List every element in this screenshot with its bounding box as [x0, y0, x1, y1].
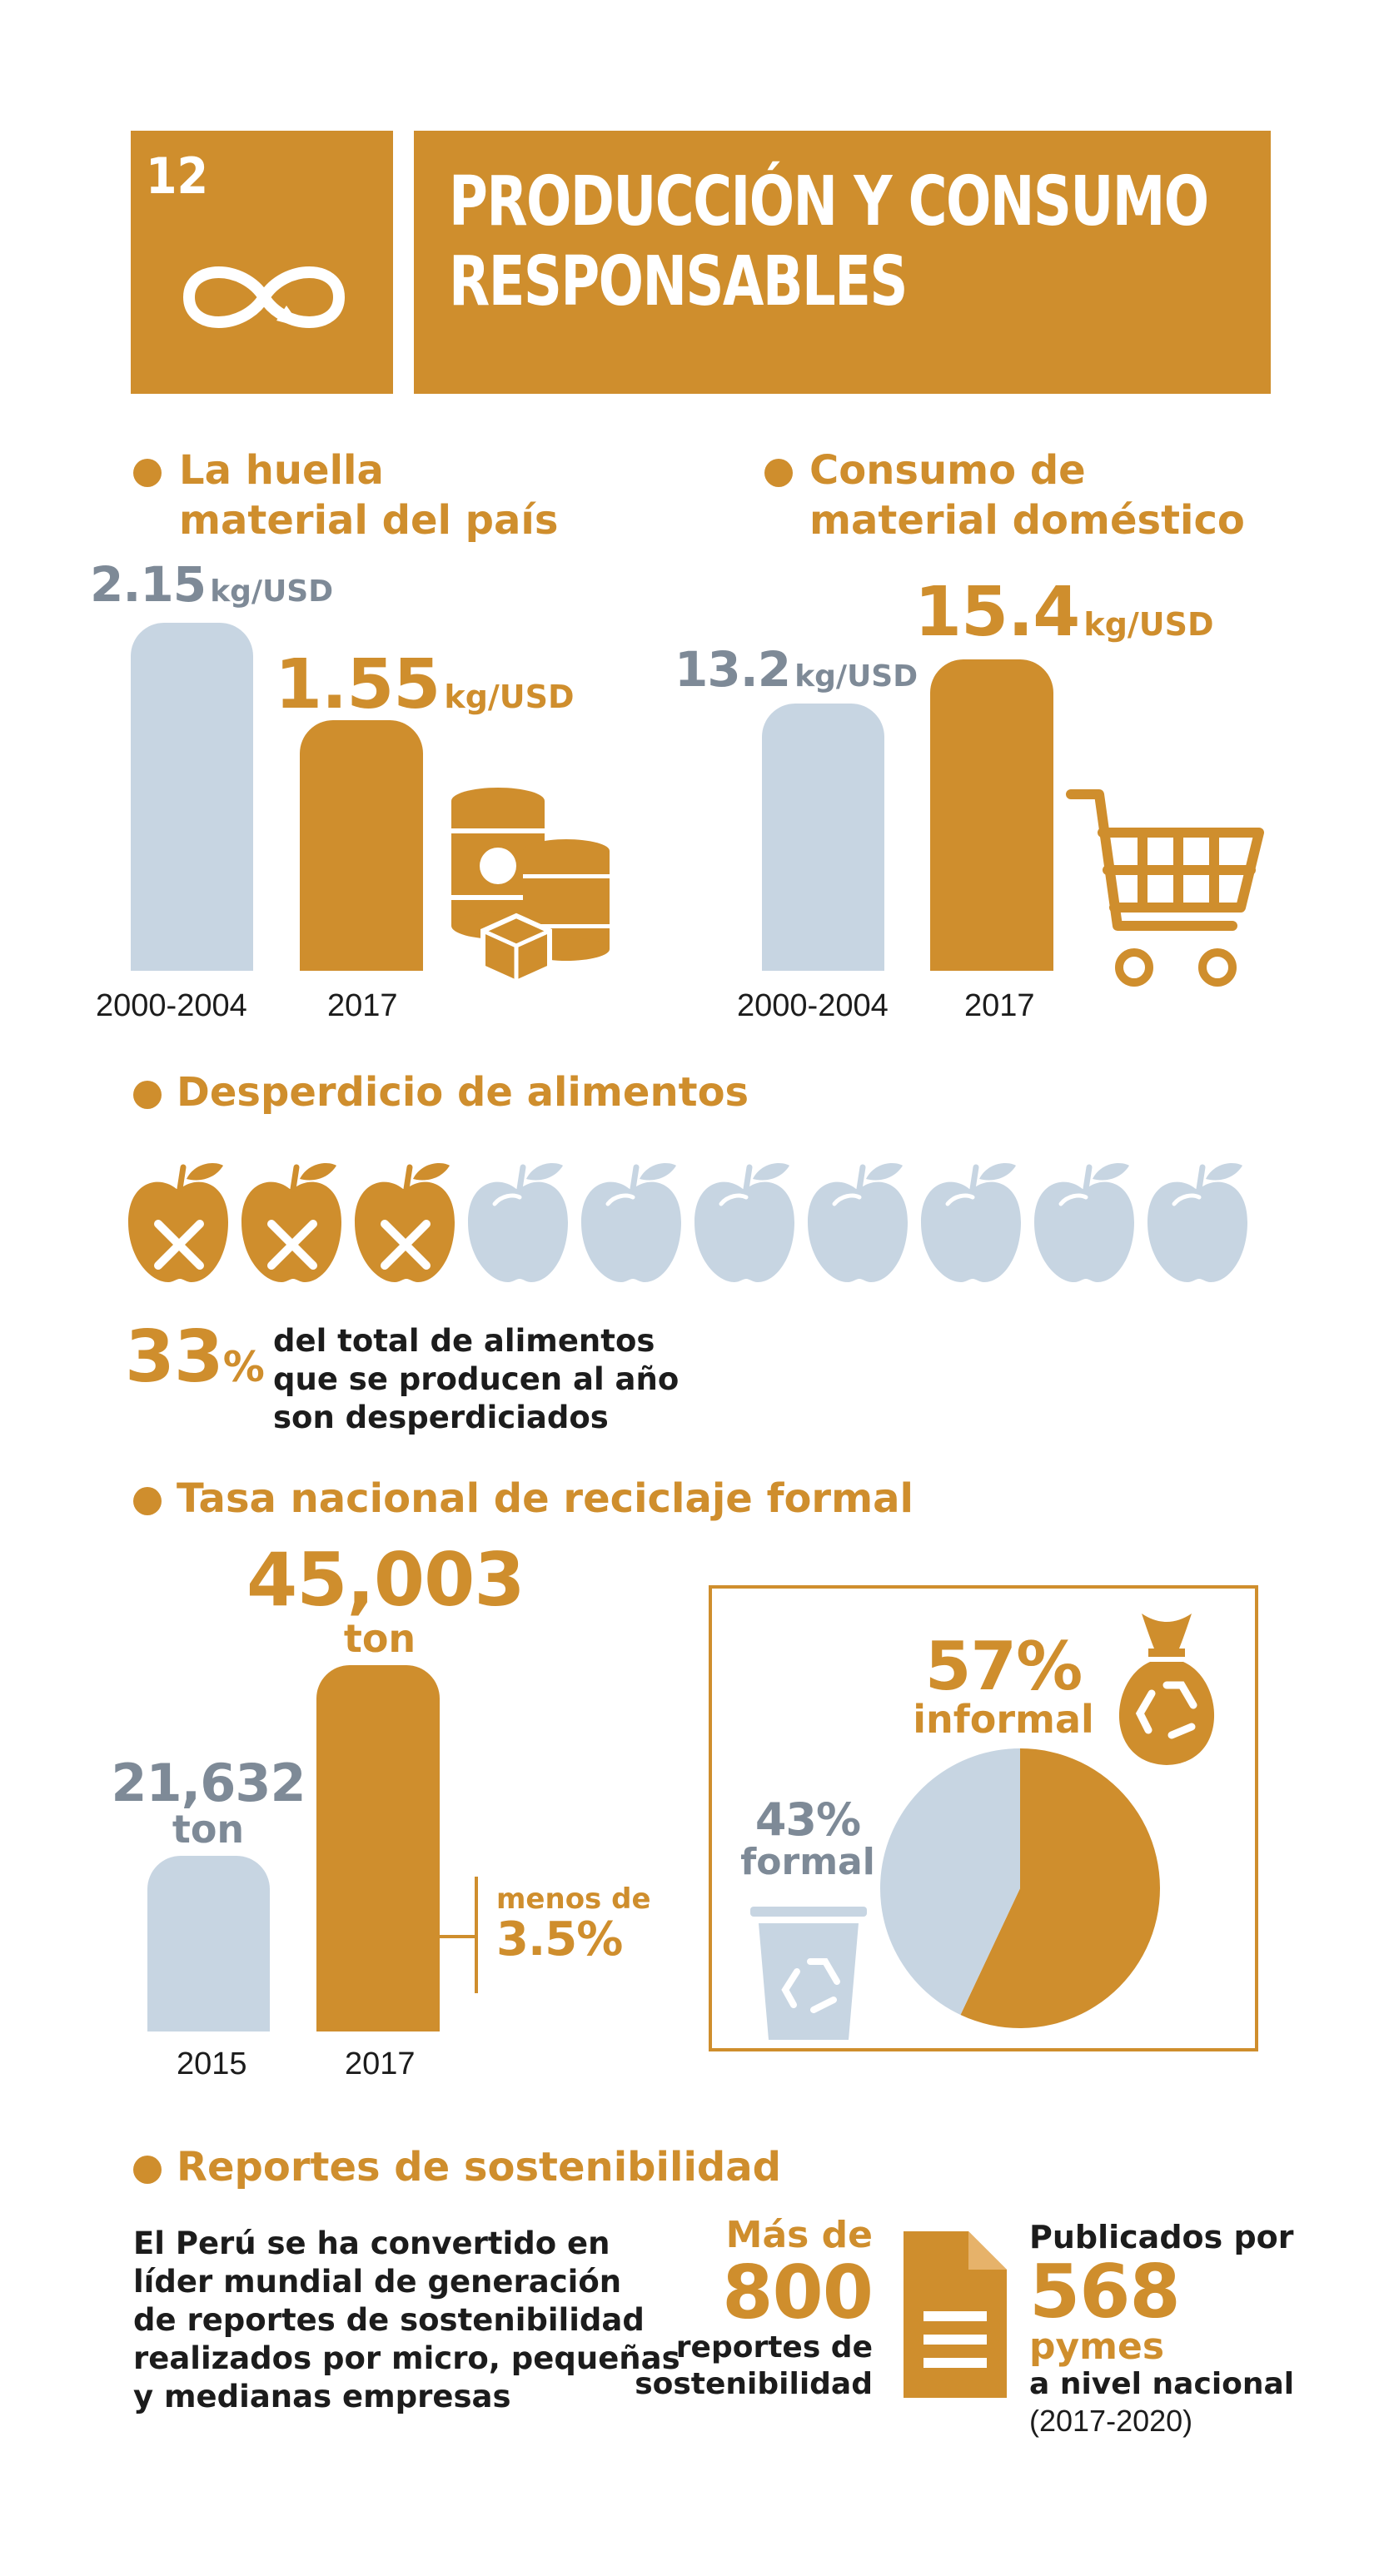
x-label-2017: 2017	[327, 988, 398, 1023]
section-bullet	[764, 459, 793, 487]
recycling-bag-icon	[1118, 1614, 1215, 1765]
page-title-line1: PRODUCCIÓN Y CONSUMO	[449, 162, 1209, 241]
section-title-reciclaje: Tasa nacional de reciclaje formal	[177, 1475, 914, 1522]
bar-2000-2004-consumo	[762, 704, 884, 971]
formal-informal-panel: 57% informal 43% formal	[709, 1585, 1258, 2051]
shopping-cart-icon	[1066, 789, 1264, 987]
apple-icon	[468, 1163, 568, 1282]
section-title-desperdicio: Desperdicio de alimentos	[177, 1069, 749, 1116]
goal-number-box: 12	[131, 131, 393, 394]
x-label-2000: 2000-2004	[96, 988, 247, 1023]
reports-description: El Perú se ha convertido en líder mundia…	[133, 2225, 680, 2414]
wasted-apple-icon	[355, 1163, 455, 1282]
x-label-2017-consumo: 2017	[964, 988, 1035, 1023]
section-title-huella: La huella material del país	[179, 447, 559, 544]
bar-value-2000-consumo: 13.2 kg/USD	[675, 641, 918, 698]
connector-bracket	[475, 1877, 478, 1993]
x-label-2000-consumo: 2000-2004	[737, 988, 889, 1023]
bar-2017	[300, 720, 423, 971]
bar-value-2017: 1.55 kg/USD	[275, 645, 575, 724]
barrels-boxes-icon	[451, 788, 610, 982]
document-icon	[904, 2231, 1007, 2398]
pie-slice-informal	[960, 1748, 1160, 2028]
informal-label: 57% informal	[913, 1628, 1094, 1742]
bar-2015-reciclaje	[147, 1856, 270, 2031]
bar-2017-reciclaje	[316, 1665, 440, 2031]
bar-value-2015-reciclaje: 21,632 ton	[111, 1753, 306, 1852]
reports-count-block: Más de 800 reportes de sostenibilidad	[635, 2214, 874, 2402]
section-title-reportes: Reportes de sostenibilidad	[177, 2144, 781, 2191]
pymes-block: Publicados por 568 pymes a nivel naciona…	[1029, 2219, 1295, 2438]
apple-row	[128, 1163, 1247, 1282]
wasted-apple-icon	[128, 1163, 228, 1282]
x-label-2017-reciclaje: 2017	[345, 2046, 416, 2081]
section-title-consumo: Consumo de material doméstico	[809, 447, 1245, 544]
waste-description: del total de alimentos que se producen a…	[273, 1323, 680, 1435]
bar-2000-2004	[131, 623, 253, 971]
apple-icon	[1147, 1163, 1247, 1282]
apple-icon	[921, 1163, 1021, 1282]
pie-chart	[880, 1748, 1160, 2028]
apple-icon	[808, 1163, 908, 1282]
wasted-apple-icon	[241, 1163, 341, 1282]
apple-icon	[694, 1163, 794, 1282]
connector-line	[440, 1935, 476, 1938]
section-bullet	[133, 1487, 162, 1515]
section-bullet	[133, 1081, 162, 1109]
x-label-2015: 2015	[177, 2046, 247, 2081]
bar-2017-consumo	[930, 659, 1053, 971]
infinity-arrow-icon	[182, 266, 346, 328]
page-title-line2: RESPONSABLES	[449, 242, 908, 321]
section-bullet	[133, 459, 162, 487]
pie-slice-formal	[880, 1748, 1020, 2016]
apple-icon	[1034, 1163, 1134, 1282]
section-bullet	[133, 2156, 162, 2184]
goal-number: 12	[146, 147, 209, 206]
apple-icon	[581, 1163, 681, 1282]
bar-value-2017-consumo: 15.4 kg/USD	[914, 573, 1214, 652]
bar-value-2000: 2.15 kg/USD	[90, 556, 334, 613]
formal-label: 43% formal	[740, 1793, 875, 1883]
recycling-bin-icon	[750, 1907, 867, 2040]
recycling-rate-note: menos de 3.5%	[496, 1882, 651, 1967]
title-box: PRODUCCIÓN Y CONSUMO RESPONSABLES	[414, 131, 1271, 394]
bar-value-2017-reciclaje: 45,003 ton	[246, 1537, 525, 1661]
waste-percent: 33%	[125, 1315, 265, 1399]
